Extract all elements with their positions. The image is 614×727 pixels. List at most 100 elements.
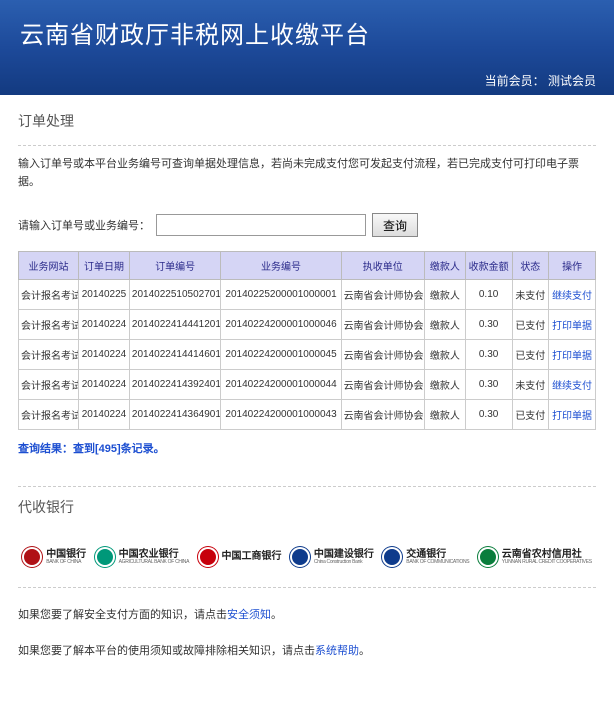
member-bar: 当前会员： 测试会员 [485, 72, 596, 89]
bank-name-en: BANK OF COMMUNICATIONS [406, 560, 469, 565]
table-header-cell: 状态 [512, 252, 549, 280]
table-cell-action: 打印单据 [549, 310, 596, 340]
bank-name-en: BANK OF CHINA [46, 560, 86, 565]
bank-item[interactable]: 中国农业银行AGRICULTURAL BANK OF CHINA [95, 547, 190, 567]
header-banner: 云南省财政厅非税网上收缴平台 当前会员： 测试会员 [0, 0, 614, 95]
divider [18, 587, 596, 588]
banks-title: 代收银行 [18, 497, 596, 547]
bank-item[interactable]: 中国工商银行 [198, 547, 282, 567]
table-cell-action: 打印单据 [549, 340, 596, 370]
table-cell: 云南省会计师协会 [341, 340, 424, 370]
footer-text: 如果您要了解安全支付方面的知识，请点击 [18, 609, 227, 621]
member-label: 当前会员： [485, 74, 545, 88]
orders-table: 业务网站订单日期订单编号业务编号执收单位缴款人收款金额状态操作 会计报名考试20… [18, 251, 596, 430]
bank-item[interactable]: 中国银行BANK OF CHINA [22, 547, 86, 567]
table-header-cell: 业务网站 [19, 252, 79, 280]
table-cell: 201402241444120​1 [129, 310, 221, 340]
table-cell: 0.30 [465, 370, 512, 400]
table-row: 会计报名考试20140224201402241436490​1201402242… [19, 400, 596, 430]
member-name: 测试会员 [548, 74, 596, 88]
result-prefix: 查询结果： [18, 443, 73, 455]
table-cell: 201402252000010000​01 [221, 280, 341, 310]
table-cell: 201402242000010000​46 [221, 310, 341, 340]
table-header-cell: 业务编号 [221, 252, 341, 280]
footer-text: 。 [271, 609, 282, 621]
result-summary: 查询结果：查到[495]条记录。 [18, 430, 596, 486]
bank-item[interactable]: 中国建设银行China Construction Bank [290, 547, 374, 567]
action-link[interactable]: 打印单据 [552, 351, 592, 362]
table-cell: 20140225 [79, 280, 130, 310]
bank-item[interactable]: 云南省农村信用社YUNNAN RURAL CREDIT COOPERATIVES [478, 547, 592, 567]
footer-note-1: 如果您要了解安全支付方面的知识，请点击安全须知。 [18, 598, 596, 634]
security-link[interactable]: 安全须知 [227, 609, 271, 621]
table-cell: 云南省会计师协会 [341, 370, 424, 400]
help-link[interactable]: 系统帮助 [315, 645, 359, 657]
bank-logo-icon [478, 547, 498, 567]
table-cell: 201402241441460​1 [129, 340, 221, 370]
bank-text: 中国农业银行AGRICULTURAL BANK OF CHINA [119, 550, 190, 565]
table-cell: 20140224 [79, 400, 130, 430]
table-row: 会计报名考试20140224201402241444120​1201402242… [19, 310, 596, 340]
bank-logo-icon [382, 547, 402, 567]
table-row: 会计报名考试20140225201402251050270​1201402252… [19, 280, 596, 310]
action-link[interactable]: 继续支付 [552, 291, 592, 302]
bank-logo-icon [22, 547, 42, 567]
table-header-cell: 订单编号 [129, 252, 221, 280]
table-cell: 已支付 [512, 340, 549, 370]
bank-name-en: China Construction Bank [314, 560, 374, 565]
bank-text: 云南省农村信用社YUNNAN RURAL CREDIT COOPERATIVES [502, 550, 592, 565]
table-header-cell: 缴款人 [425, 252, 466, 280]
table-cell: 会计报名考试 [19, 340, 79, 370]
table-cell-action: 继续支付 [549, 370, 596, 400]
bank-text: 中国建设银行China Construction Bank [314, 550, 374, 565]
table-cell: 未支付 [512, 280, 549, 310]
banks-row: 中国银行BANK OF CHINA 中国农业银行AGRICULTURAL BANK… [18, 547, 596, 587]
search-input[interactable] [156, 214, 366, 236]
table-cell: 20140224 [79, 370, 130, 400]
table-cell: 0.30 [465, 340, 512, 370]
divider [18, 486, 596, 487]
table-cell: 20140224 [79, 310, 130, 340]
search-row: 请输入订单号或业务编号： 查询 [18, 213, 596, 237]
bank-logo-icon [198, 547, 218, 567]
divider [18, 145, 596, 146]
table-body: 会计报名考试20140225201402251050270​1201402252… [19, 280, 596, 430]
table-cell: 会计报名考试 [19, 310, 79, 340]
table-cell: 缴款人 [425, 310, 466, 340]
table-cell: 缴款人 [425, 280, 466, 310]
table-cell: 201402251050270​1 [129, 280, 221, 310]
bank-text: 中国银行BANK OF CHINA [46, 550, 86, 565]
table-cell: 201402241436490​1 [129, 400, 221, 430]
bank-text: 中国工商银行 [222, 552, 282, 562]
table-row: 会计报名考试20140224201402241441460​1201402242… [19, 340, 596, 370]
action-link[interactable]: 打印单据 [552, 411, 592, 422]
table-cell: 会计报名考试 [19, 280, 79, 310]
action-link[interactable]: 继续支付 [552, 381, 592, 392]
action-link[interactable]: 打印单据 [552, 321, 592, 332]
table-cell: 201402242000010000​45 [221, 340, 341, 370]
footer-text: 。 [359, 645, 370, 657]
result-text: 查到[495]条记录。 [73, 443, 165, 455]
page-title: 云南省财政厅非税网上收缴平台 [20, 15, 594, 50]
bank-item[interactable]: 交通银行BANK OF COMMUNICATIONS [382, 547, 469, 567]
table-cell: 已支付 [512, 400, 549, 430]
content-area: 订单处理 输入订单号或本平台业务编号可查询单据处理信息，若尚未完成支付您可发起支… [0, 95, 614, 680]
table-cell: 201402242000010000​43 [221, 400, 341, 430]
help-text: 输入订单号或本平台业务编号可查询单据处理信息，若尚未完成支付您可发起支付流程，若… [18, 156, 596, 191]
table-header-row: 业务网站订单日期订单编号业务编号执收单位缴款人收款金额状态操作 [19, 252, 596, 280]
table-cell: 云南省会计师协会 [341, 280, 424, 310]
search-label: 请输入订单号或业务编号： [18, 217, 150, 233]
table-header-cell: 执收单位 [341, 252, 424, 280]
bank-text: 交通银行BANK OF COMMUNICATIONS [406, 550, 469, 565]
table-cell: 已支付 [512, 310, 549, 340]
table-cell: 0.30 [465, 310, 512, 340]
bank-logo-icon [290, 547, 310, 567]
search-button[interactable]: 查询 [372, 213, 418, 237]
table-cell: 缴款人 [425, 400, 466, 430]
table-cell: 云南省会计师协会 [341, 400, 424, 430]
table-cell: 未支付 [512, 370, 549, 400]
table-header-cell: 操作 [549, 252, 596, 280]
table-cell: 0.10 [465, 280, 512, 310]
table-cell: 0.30 [465, 400, 512, 430]
bank-name-en: YUNNAN RURAL CREDIT COOPERATIVES [502, 560, 592, 565]
